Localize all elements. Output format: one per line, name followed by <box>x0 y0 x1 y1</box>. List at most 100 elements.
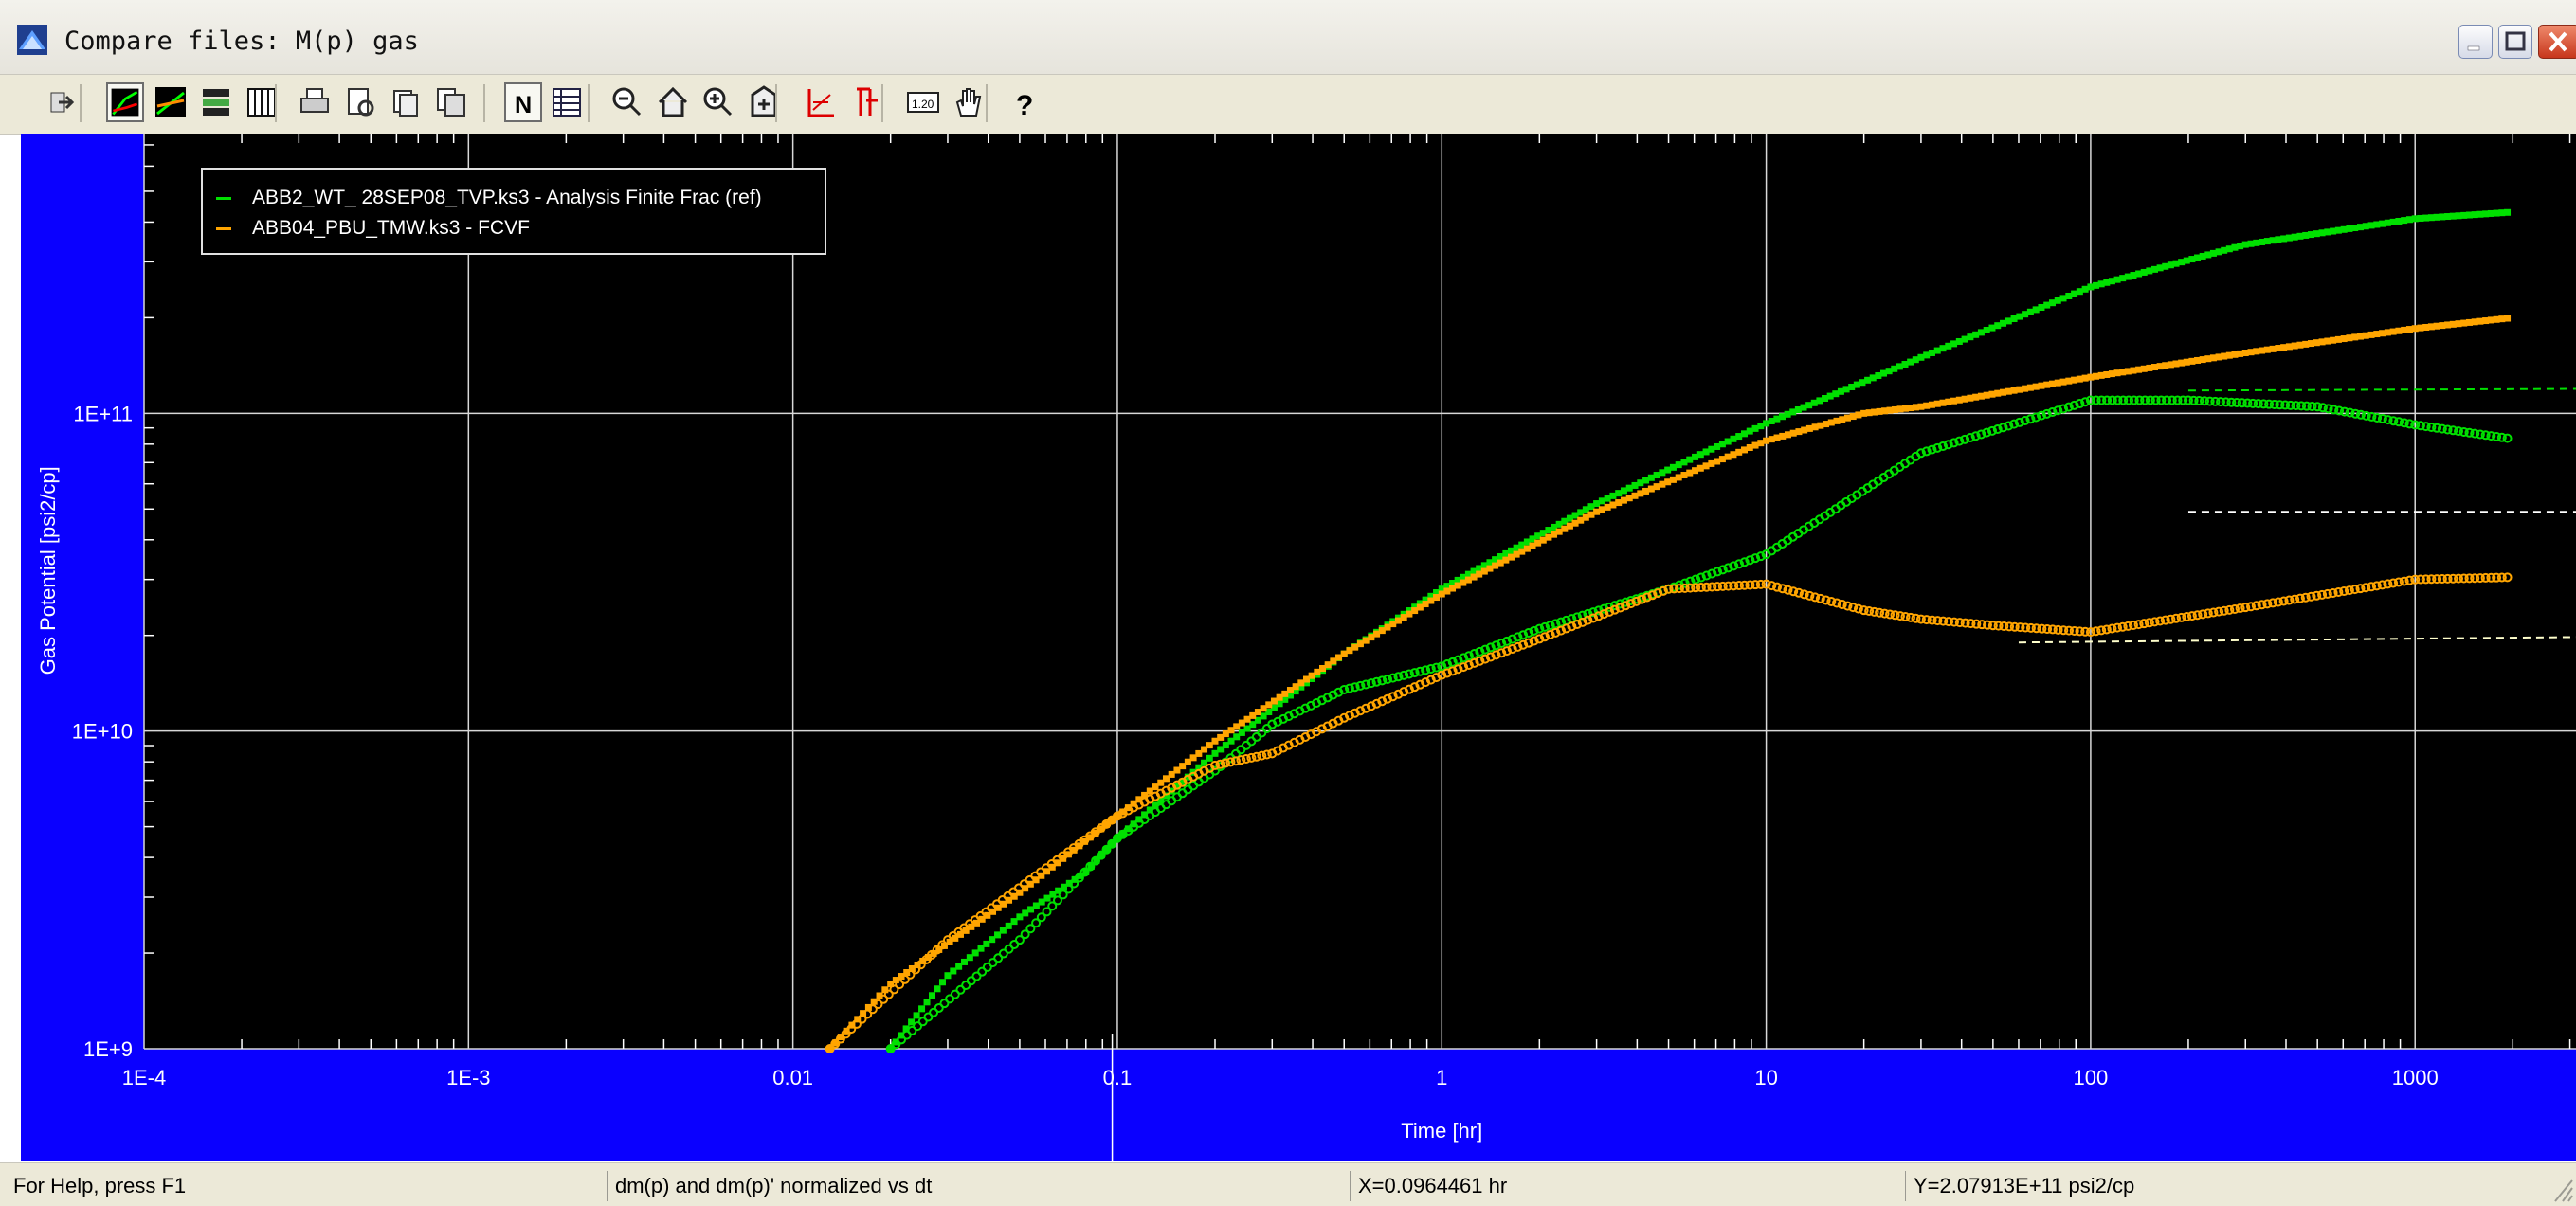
data-point <box>1260 712 1267 720</box>
data-point <box>1890 610 1900 621</box>
data-point <box>1724 453 1732 460</box>
columns-button[interactable] <box>243 82 281 122</box>
data-point <box>929 992 936 999</box>
table-button[interactable] <box>548 82 586 122</box>
data-point <box>1761 579 1771 589</box>
copy-button[interactable] <box>387 82 425 122</box>
data-point <box>2037 623 2047 634</box>
data-point <box>2204 396 2215 406</box>
data-point <box>2269 399 2279 409</box>
table-icon <box>553 88 581 117</box>
data-point <box>944 972 952 980</box>
series-3 <box>825 572 2513 1053</box>
data-point <box>1437 670 1447 680</box>
minimize-button[interactable] <box>2458 25 2493 59</box>
data-point <box>1659 480 1666 488</box>
data-point <box>2411 325 2419 333</box>
scale-icon: 1.20 <box>907 92 939 113</box>
data-point <box>1879 369 1887 377</box>
zoom-out-button[interactable] <box>608 82 646 122</box>
data-point <box>2263 238 2271 245</box>
data-point <box>1475 646 1485 657</box>
help-button[interactable]: ? <box>1007 82 1044 122</box>
data-point <box>1179 778 1187 785</box>
data-point <box>1389 621 1397 628</box>
data-point <box>1567 621 1577 632</box>
home-button[interactable] <box>654 82 692 122</box>
data-point <box>1362 637 1370 644</box>
copy-all-button[interactable] <box>432 82 470 122</box>
data-point <box>1778 413 1786 421</box>
data-point <box>1383 693 1393 704</box>
data-point <box>2444 213 2452 221</box>
toolbar-separator <box>775 84 777 122</box>
copy-all-icon <box>437 88 465 117</box>
data-point <box>2410 420 2421 430</box>
data-point <box>1843 414 1851 422</box>
data-point <box>2097 371 2105 379</box>
data-point <box>2025 414 2036 424</box>
scale-button[interactable]: 1.20 <box>904 82 942 122</box>
print-icon <box>300 88 329 113</box>
data-point <box>1571 519 1579 527</box>
axis-red-button[interactable] <box>802 82 840 122</box>
data-point <box>946 938 953 945</box>
arrow-door-button[interactable] <box>42 82 80 122</box>
data-point <box>1523 538 1531 546</box>
data-point <box>1534 623 1545 634</box>
data-point <box>2038 303 2045 311</box>
data-point <box>1355 680 1366 691</box>
data-point <box>2280 235 2288 243</box>
zoom-in-button[interactable] <box>699 82 737 122</box>
data-point <box>1701 582 1712 592</box>
zoom-extent-button[interactable] <box>745 82 783 122</box>
data-point <box>2172 395 2183 405</box>
data-point <box>1907 405 1914 412</box>
hand-pan-button[interactable] <box>950 82 988 122</box>
data-point <box>1009 939 1020 949</box>
data-point <box>1561 623 1571 634</box>
data-point <box>1848 603 1859 613</box>
data-point <box>2275 236 2282 243</box>
plot-area[interactable]: 1E-41E-30.010.11101001000100001E+91E+101… <box>21 134 2576 1161</box>
data-point <box>2225 245 2233 253</box>
data-point <box>1098 825 1105 833</box>
data-point <box>1173 766 1181 774</box>
data-point <box>1093 857 1100 865</box>
data-point <box>1637 594 1647 604</box>
resize-grip-icon[interactable] <box>2551 1177 2574 1203</box>
data-point <box>2295 593 2305 603</box>
data-point <box>1983 326 1990 333</box>
data-point <box>1545 621 1555 631</box>
data-point <box>2188 395 2199 405</box>
data-point <box>1686 469 1694 477</box>
data-point <box>1680 459 1688 466</box>
print-preview-button[interactable] <box>341 82 379 122</box>
data-point <box>1669 463 1677 471</box>
data-point <box>2172 360 2180 368</box>
stacked-bars-button[interactable] <box>197 82 235 122</box>
semilog-plot-button[interactable] <box>152 82 190 122</box>
data-point <box>2026 308 2034 315</box>
data-point <box>1992 424 2003 435</box>
data-point <box>2259 238 2266 245</box>
data-point <box>2183 395 2193 405</box>
data-point <box>2000 319 2007 327</box>
data-point <box>1900 612 1911 622</box>
close-button[interactable] <box>2538 25 2576 59</box>
normalize-button[interactable]: N <box>504 82 542 122</box>
data-point <box>1642 487 1650 495</box>
data-point <box>1988 390 1996 398</box>
data-point <box>1513 544 1520 551</box>
bracket-red-button[interactable] <box>847 82 885 122</box>
data-point <box>1895 611 1905 621</box>
data-point <box>1976 429 1986 440</box>
data-point <box>1943 440 1953 450</box>
data-point <box>1954 618 1965 628</box>
maximize-button[interactable] <box>2498 25 2532 59</box>
maximize-icon <box>2505 31 2526 51</box>
data-point <box>2351 333 2359 341</box>
print-button[interactable] <box>296 82 334 122</box>
loglog-plot-button[interactable] <box>106 82 144 122</box>
data-point <box>835 1034 845 1044</box>
